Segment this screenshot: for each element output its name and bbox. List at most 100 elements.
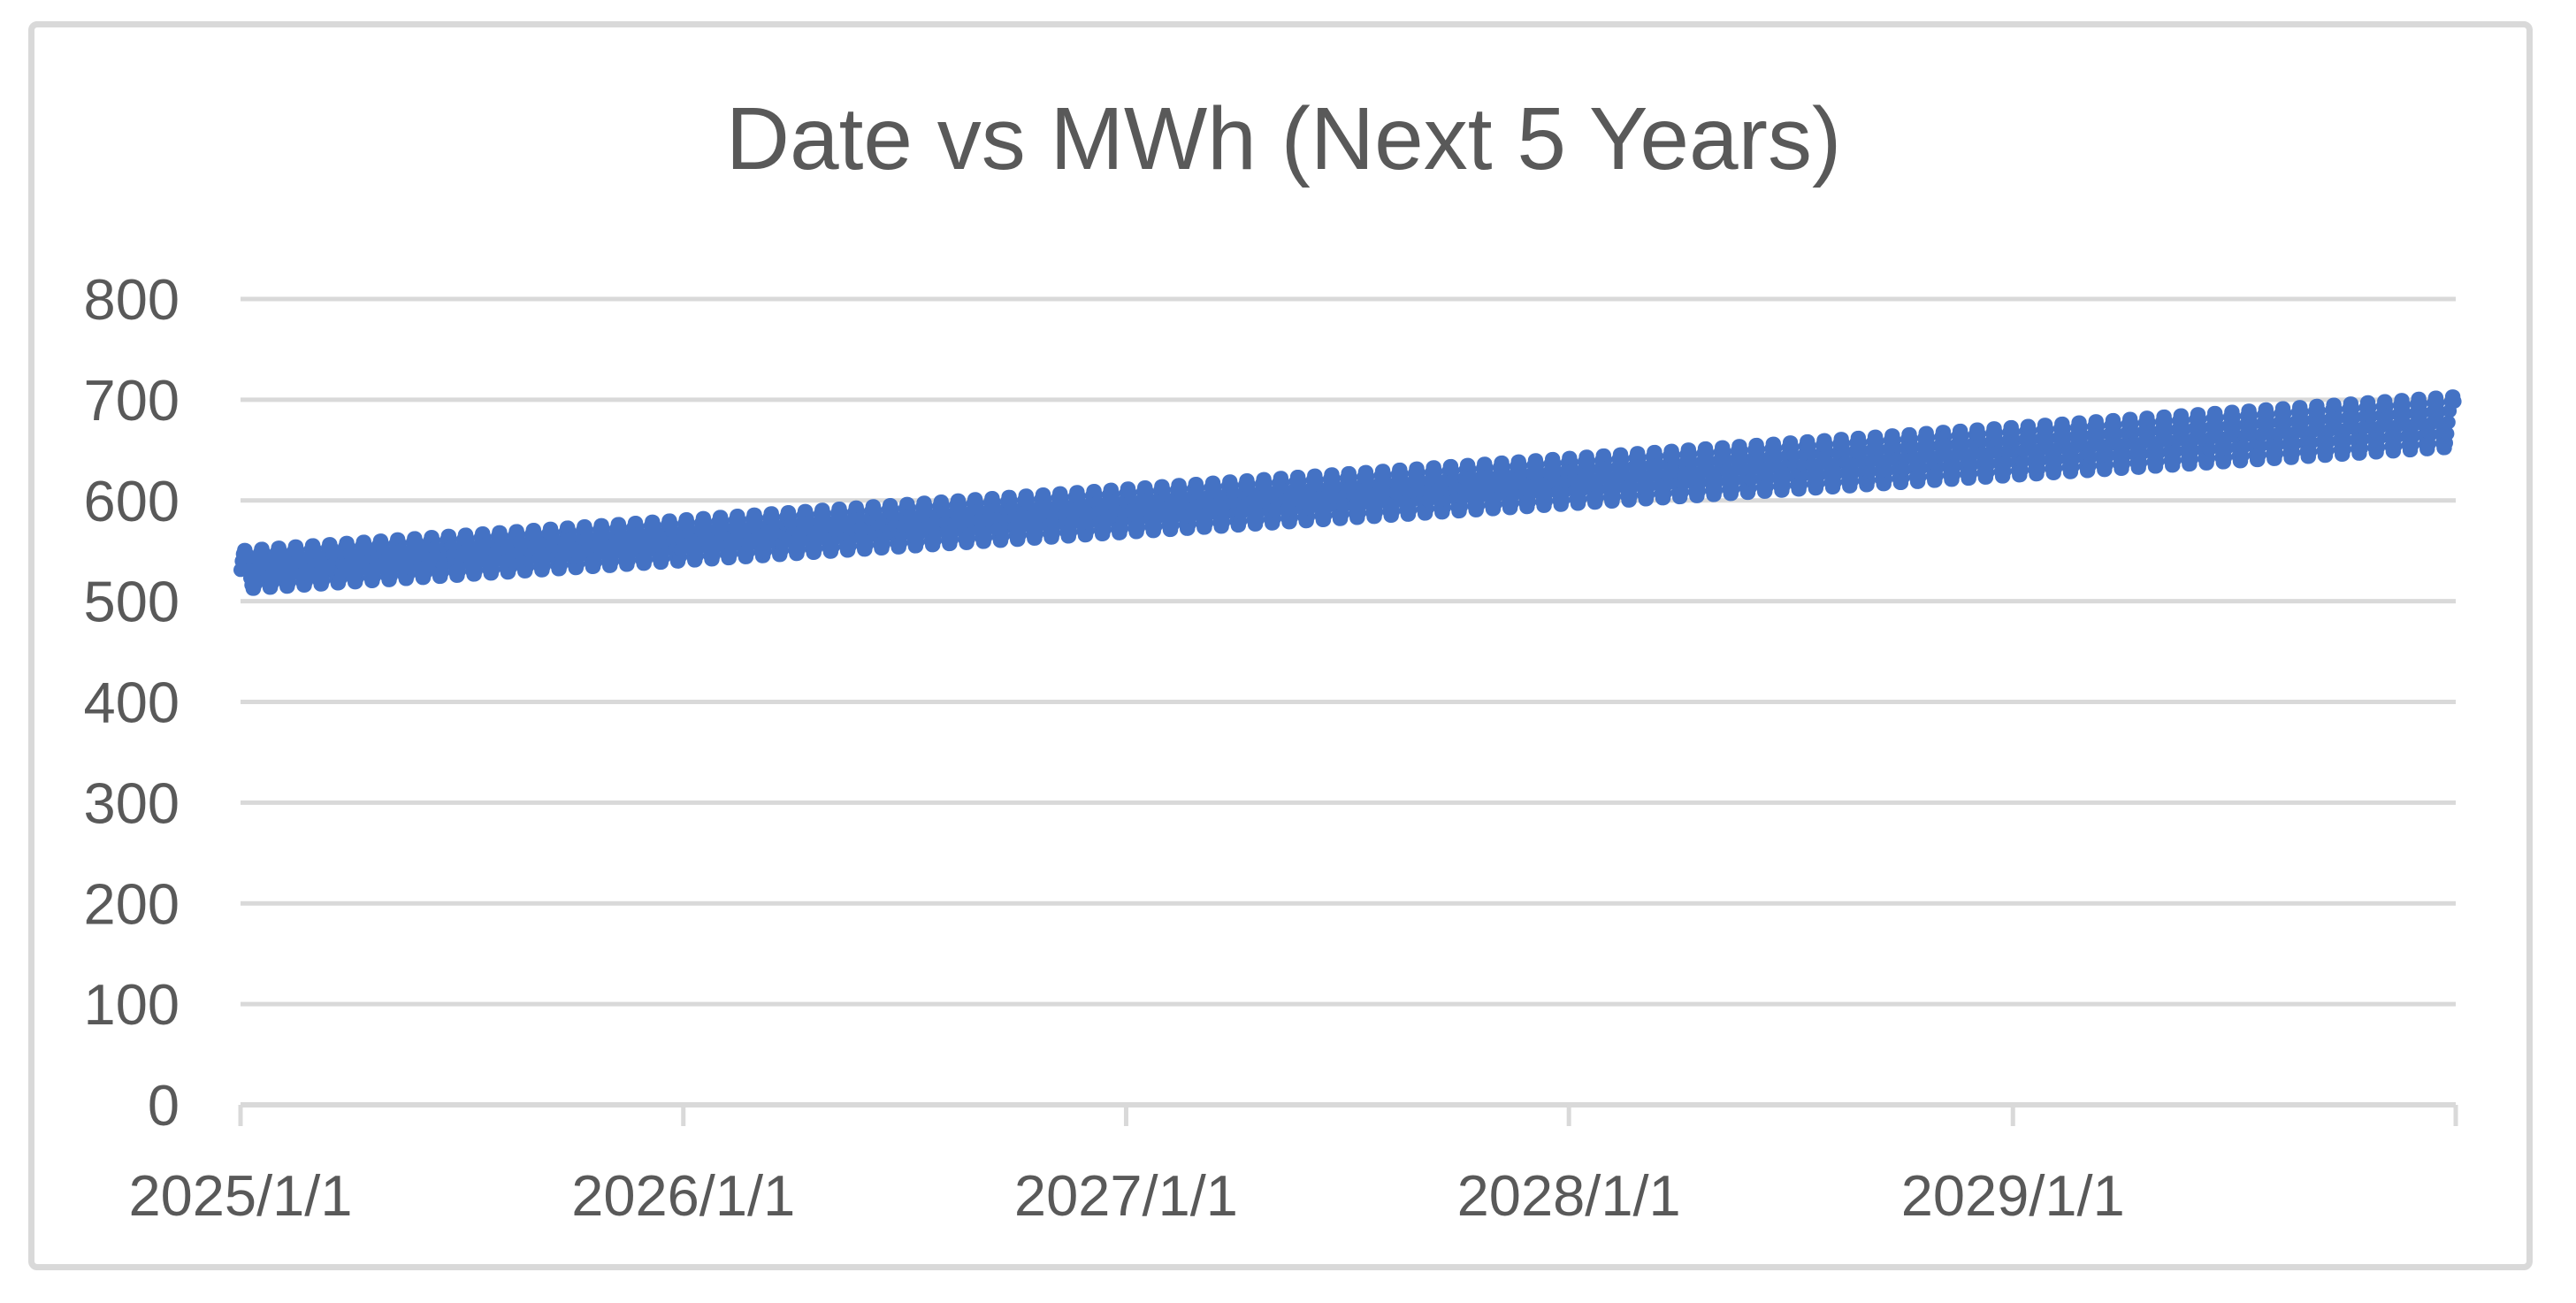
data-point (1455, 491, 1470, 506)
x-tick-label-2: 2027/1/1 (1014, 1163, 1238, 1228)
y-tick-label-300: 300 (84, 770, 180, 835)
data-point (2032, 453, 2047, 468)
data-point (1582, 462, 1597, 477)
y-axis-labels: 0 100 200 300 400 500 600 700 800 (84, 267, 180, 1138)
chart-title: Date vs MWh (Next 5 Years) (725, 89, 1842, 188)
data-point (1633, 458, 1648, 473)
x-tick-label-0: 2025/1/1 (128, 1163, 352, 1228)
data-point (2202, 442, 2217, 456)
data-point (2389, 430, 2404, 445)
data-point (1556, 484, 1571, 499)
data-point (2355, 432, 2370, 447)
data-point (2278, 415, 2293, 430)
data-point (1973, 435, 1988, 450)
data-point (2134, 447, 2149, 461)
data-point (1709, 474, 1724, 489)
data-point (1914, 461, 1928, 476)
data-point (1693, 475, 1708, 490)
data-point (2287, 436, 2302, 451)
data-point (1718, 453, 1733, 468)
data-point (1471, 490, 1487, 505)
data-point (1820, 446, 1835, 461)
data-point (2219, 441, 2234, 456)
data-point (1888, 441, 1903, 456)
data-point (2346, 410, 2361, 425)
data-point (1846, 465, 1861, 480)
data-series-mwh (233, 389, 2462, 596)
data-point (1752, 450, 1767, 465)
data-point (1684, 455, 1699, 470)
data-point (1854, 443, 1869, 458)
data-point (1573, 483, 1588, 498)
data-point (1777, 470, 1792, 485)
data-point (1726, 473, 1741, 488)
y-tick-label-700: 700 (84, 368, 180, 433)
data-point (2321, 434, 2335, 449)
data-point (1862, 464, 1877, 479)
data-point (1981, 456, 1996, 471)
data-point (2083, 449, 2098, 464)
data-point (1947, 458, 1962, 473)
data-point (2075, 428, 2090, 443)
data-point (2185, 443, 2200, 458)
data-point (2296, 413, 2311, 428)
data-point (2007, 433, 2022, 448)
data-point (2397, 406, 2412, 421)
data-point (1829, 466, 1843, 481)
data-point (1744, 472, 1758, 487)
data-point (1523, 487, 1538, 502)
data-point (2100, 448, 2115, 464)
data-point (1922, 439, 1937, 454)
data-point (1624, 479, 1640, 494)
data-point (1879, 463, 1894, 478)
data-point (1930, 460, 1945, 475)
y-tick-label-200: 200 (84, 871, 180, 936)
data-point (1811, 468, 1826, 482)
data-point (1896, 462, 1911, 477)
data-point (1599, 461, 1614, 476)
data-point (2338, 433, 2353, 448)
data-point (2023, 432, 2038, 447)
data-point (2447, 394, 2462, 409)
data-point (2193, 420, 2208, 435)
data-point (1421, 494, 1435, 508)
y-tick-label-100: 100 (84, 972, 180, 1037)
data-point (2066, 451, 2081, 466)
data-point (2381, 408, 2396, 423)
data-point (2176, 421, 2191, 436)
data-point (2441, 415, 2456, 430)
data-point (1658, 478, 1673, 493)
chart-frame (28, 21, 2533, 1270)
data-point (1667, 456, 1682, 471)
data-point (2270, 437, 2285, 452)
y-tick-label-800: 800 (84, 267, 180, 332)
data-point (2431, 404, 2446, 419)
data-point (2440, 426, 2455, 441)
data-point (1641, 479, 1656, 494)
data-point (1488, 489, 1503, 503)
y-tick-label-600: 600 (84, 469, 180, 533)
data-point (2015, 454, 2030, 469)
data-point (2168, 444, 2183, 459)
data-point (1506, 487, 1521, 502)
data-point (2126, 425, 2141, 440)
data-point (1990, 434, 2005, 449)
y-tick-label-500: 500 (84, 570, 180, 634)
data-point (1837, 445, 1852, 459)
data-point (1540, 486, 1555, 501)
data-point (1905, 440, 1920, 455)
data-point (1701, 454, 1716, 469)
data-point (1999, 456, 2013, 471)
data-point (1938, 438, 1953, 453)
data-point (2261, 416, 2276, 431)
data-point (1964, 457, 1979, 472)
data-point (2236, 440, 2251, 455)
data-point (1676, 477, 1691, 492)
data-point (2253, 439, 2268, 454)
data-point (2159, 423, 2175, 438)
data-point (1735, 451, 1750, 466)
data-point (1794, 469, 1809, 484)
data-point (2312, 412, 2328, 427)
x-tick-label-4: 2029/1/1 (1901, 1163, 2125, 1228)
